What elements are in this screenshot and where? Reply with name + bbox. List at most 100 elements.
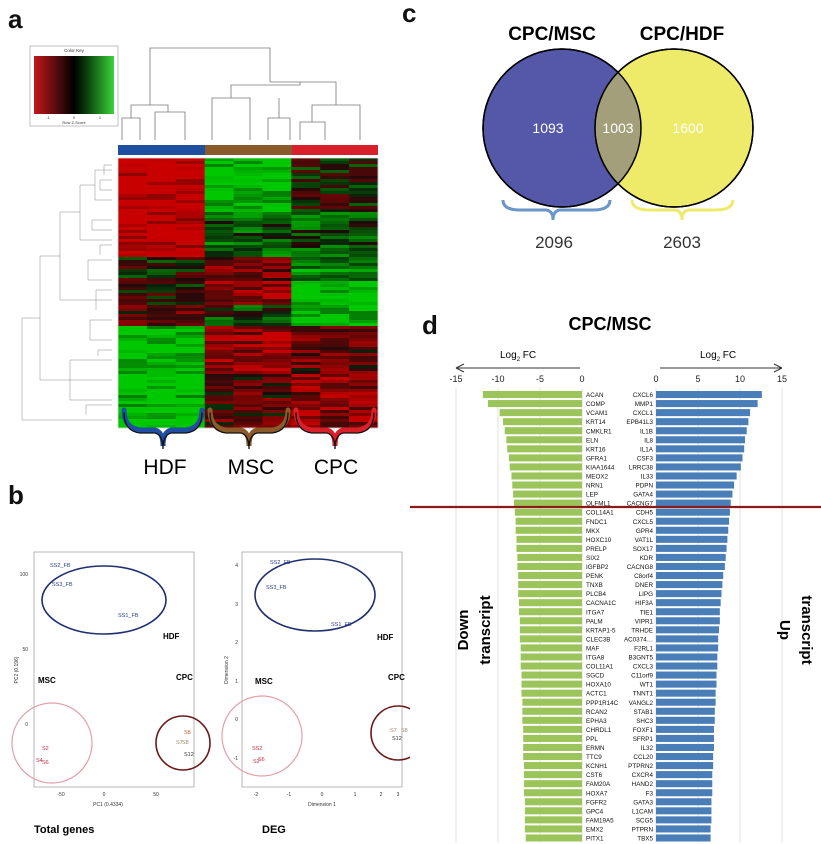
heatmap-cell bbox=[118, 344, 148, 348]
heatmap-cell bbox=[349, 299, 379, 303]
heatmap-cell bbox=[146, 236, 177, 240]
heatmap-cell bbox=[118, 287, 148, 291]
heatmap-cell bbox=[175, 395, 205, 399]
up-bar bbox=[656, 771, 713, 779]
heatmap-cell bbox=[175, 182, 205, 186]
heatmap-cell bbox=[146, 194, 177, 198]
up-bar bbox=[656, 454, 743, 462]
venn-right-brace bbox=[630, 199, 735, 221]
heatmap-cell bbox=[349, 176, 379, 180]
up-gene-label: HAND2 bbox=[632, 781, 654, 788]
heatmap-cell bbox=[320, 326, 350, 330]
heatmap-cell bbox=[146, 272, 177, 276]
heatmap-cell bbox=[320, 329, 350, 333]
heatmap-cell bbox=[204, 395, 234, 399]
heatmap-cell bbox=[175, 419, 205, 423]
color-key-tick: 1 bbox=[99, 115, 102, 120]
heatmap-cell bbox=[320, 386, 350, 390]
heatmap-cell bbox=[320, 197, 350, 201]
heatmap-cell bbox=[118, 368, 148, 372]
heatmap-cell bbox=[233, 224, 263, 228]
heatmap-cell bbox=[233, 260, 263, 264]
panel-letter-a: a bbox=[8, 4, 23, 34]
heatmap-cell bbox=[233, 371, 263, 375]
heatmap-cell bbox=[262, 398, 292, 402]
heatmap-cell bbox=[262, 212, 292, 216]
heatmap-cell bbox=[175, 167, 205, 171]
heatmap-cell bbox=[204, 419, 234, 423]
heatmap-cell bbox=[291, 290, 321, 294]
heatmap-cell bbox=[349, 326, 379, 330]
heatmap-cell bbox=[233, 251, 263, 255]
heatmap-cell bbox=[204, 344, 234, 348]
heatmap-cell bbox=[349, 173, 379, 177]
heatmap-cell bbox=[204, 359, 234, 363]
heatmap-cell bbox=[320, 284, 350, 288]
down-bar bbox=[520, 653, 582, 661]
heatmap-cell bbox=[291, 383, 321, 387]
heatmap-cell bbox=[262, 341, 292, 345]
pca-point-label: SS1_FB bbox=[118, 613, 139, 619]
heatmap-cell bbox=[204, 383, 234, 387]
heatmap-cell bbox=[204, 167, 234, 171]
heatmap-cell bbox=[320, 404, 350, 408]
heatmap-cell bbox=[118, 278, 148, 282]
heatmap-cell bbox=[349, 341, 379, 345]
down-bar bbox=[524, 780, 582, 788]
heatmap-cell bbox=[320, 188, 350, 192]
heatmap-cell bbox=[233, 197, 263, 201]
heatmap-cell bbox=[118, 305, 148, 309]
heatmap-cell bbox=[146, 260, 177, 264]
heatmap-cell bbox=[291, 215, 321, 219]
heatmap-cell bbox=[320, 221, 350, 225]
up-bar bbox=[656, 680, 717, 688]
heatmap-cell bbox=[118, 215, 148, 219]
heatmap-cell bbox=[320, 254, 350, 258]
heatmap-cell bbox=[146, 302, 177, 306]
down-gene-label: COMP bbox=[586, 401, 605, 408]
heatmap-cell bbox=[320, 374, 350, 378]
heatmap-cell bbox=[349, 164, 379, 168]
heatmap-cell bbox=[146, 293, 177, 297]
heatmap-cell bbox=[349, 170, 379, 174]
heatmap-cell bbox=[262, 269, 292, 273]
up-gene-label: CCL20 bbox=[633, 754, 653, 761]
heatmap-cell bbox=[146, 410, 177, 414]
heatmap-cell bbox=[146, 374, 177, 378]
pca-point-label: SS2 bbox=[252, 746, 262, 752]
heatmap-cell bbox=[146, 266, 177, 270]
heatmap-cell bbox=[233, 392, 263, 396]
venn-right-only-value: 1600 bbox=[672, 120, 703, 136]
heatmap-cell bbox=[175, 251, 205, 255]
heatmap-cell bbox=[204, 272, 234, 276]
heatmap-cell bbox=[349, 236, 379, 240]
heatmap-cell bbox=[204, 305, 234, 309]
heatmap-cell bbox=[118, 221, 148, 225]
heatmap-cell bbox=[118, 200, 148, 204]
heatmap-cell bbox=[291, 317, 321, 321]
group-bar-msc bbox=[205, 145, 292, 155]
heatmap-cell bbox=[118, 173, 148, 177]
pca-point-label: S7 bbox=[176, 740, 183, 746]
heatmap-cell bbox=[146, 314, 177, 318]
heatmap-cell bbox=[204, 404, 234, 408]
heatmap-cell bbox=[262, 380, 292, 384]
heatmap-cell bbox=[118, 335, 148, 339]
heatmap-cell bbox=[262, 374, 292, 378]
up-gene-label: F3 bbox=[646, 790, 654, 797]
heatmap-cell bbox=[233, 272, 263, 276]
heatmap-cell bbox=[262, 197, 292, 201]
heatmap-cell bbox=[349, 383, 379, 387]
pca-left-xtick: -50 bbox=[57, 792, 64, 798]
heatmap-cell bbox=[118, 254, 148, 258]
heatmap-cell bbox=[146, 320, 177, 324]
heatmap-cell bbox=[262, 314, 292, 318]
heatmap-cell bbox=[320, 290, 350, 294]
heatmap-cell bbox=[349, 245, 379, 249]
pca-panel: 100 50 0 -50 0 50 PC1 (0.4334) PC2 (0.19… bbox=[11, 551, 410, 836]
down-bar bbox=[482, 391, 582, 399]
heatmap-cell bbox=[262, 371, 292, 375]
heatmap-cell bbox=[118, 413, 148, 417]
heatmap-cell bbox=[320, 323, 350, 327]
heatmap-cell bbox=[320, 278, 350, 282]
